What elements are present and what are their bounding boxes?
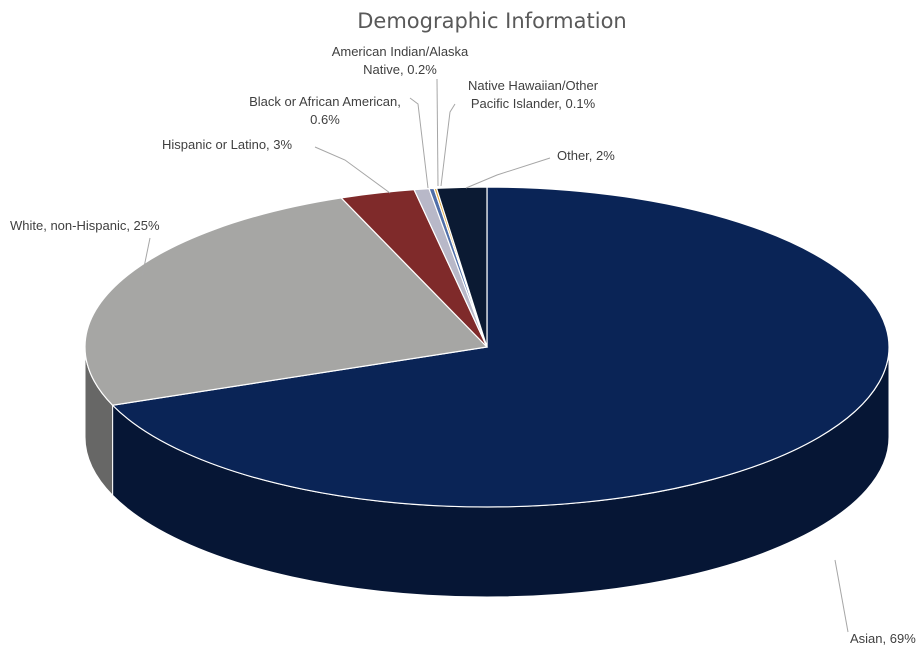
pie-slice-other	[435, 186, 488, 348]
data-label-native-hawaiian-other-pacific-islander: Native Hawaiian/Other Pacific Islander, 0…	[468, 78, 599, 111]
pie-slice-asian	[111, 186, 890, 508]
leader-line-white-non-hispanic	[141, 237, 151, 278]
data-label-hispanic-or-latino: Hispanic or Latino, 3%	[162, 137, 293, 152]
data-labels: Asian, 69% White, non-Hispanic, 25% Hispan…	[10, 44, 916, 646]
leader-line-other	[465, 157, 551, 189]
leader-line-hispanic-or-latino	[314, 146, 391, 194]
leader-line-asian	[834, 559, 849, 633]
data-label-white-non-hispanic: White, non-Hispanic, 25%	[10, 218, 160, 233]
pie-top-layer	[84, 186, 890, 508]
data-label-black-or-african-american: Black or African American, 0.6%	[249, 94, 401, 127]
data-label-american-indian-alaska-native: American Indian/Alaska Native, 0.2%	[332, 44, 469, 77]
leader-line-native-hawaiian-other-pacific-islander	[440, 103, 456, 187]
pie-slice-white-non-hispanic	[84, 197, 489, 406]
leader-lines	[141, 78, 849, 633]
leader-line-american-indian-alaska-native	[436, 78, 439, 187]
data-label-asian: Asian, 69%	[850, 631, 916, 646]
leader-line-black-or-african-american	[409, 97, 429, 189]
data-label-other: Other, 2%	[557, 148, 615, 163]
chart-title: Demographic Information	[357, 9, 626, 33]
